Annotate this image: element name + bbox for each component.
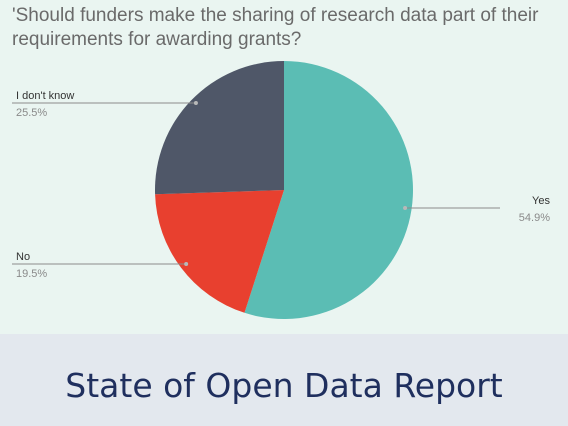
slice-label-yes: Yes [532, 195, 550, 207]
slice-percent-no: 19.5% [16, 268, 47, 280]
chart-panel: 'Should funders make the sharing of rese… [12, 5, 551, 320]
slice-percent-i-don-t-know: 25.5% [16, 107, 47, 119]
slice-percent-yes: 54.9% [519, 212, 550, 224]
slice-label-no: No [16, 251, 30, 263]
pie-chart: Yes 54.9% No 19.5% I don't know 25.5% [12, 61, 550, 320]
leader-dot-i-don-t-know [193, 101, 198, 105]
chart-title: 'Should funders make the sharing of rese… [12, 5, 539, 50]
leader-dot-no [184, 262, 189, 266]
footer-banner: State of Open Data Report [0, 334, 568, 426]
slice-label-i-don-t-know: I don't know [16, 90, 74, 102]
pie-slice-i-don-t-know [154, 61, 284, 195]
pie-slice-yes [244, 61, 414, 320]
report-title: State of Open Data Report [65, 366, 503, 405]
leader-dot-yes [403, 206, 408, 210]
pie-slice-no [155, 190, 284, 313]
